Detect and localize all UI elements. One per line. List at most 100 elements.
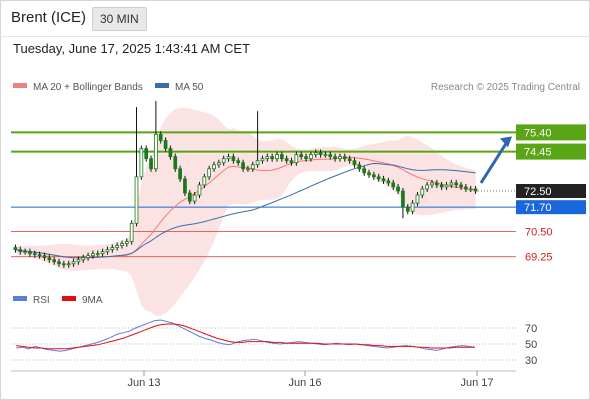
bearish-candle: [289, 160, 294, 164]
bullish-candle: [23, 251, 27, 254]
bullish-candle: [129, 222, 134, 242]
bearish-candle: [473, 188, 478, 192]
bullish-candle: [221, 158, 226, 164]
bullish-candle: [313, 152, 318, 156]
bearish-candle: [381, 178, 386, 182]
bullish-candle: [197, 184, 202, 196]
bullish-candle: [134, 176, 139, 224]
chart-header: Brent (ICE) 30 MIN: [0, 0, 590, 36]
pivot-tag: [516, 200, 586, 215]
timeframe-badge[interactable]: 30 MIN: [92, 7, 147, 31]
bullish-candle: [410, 202, 415, 212]
bearish-candle: [362, 168, 367, 174]
legend-rsi-swatch: [13, 296, 27, 301]
bullish-candle: [95, 253, 100, 256]
rsi-tick-70: 70: [525, 323, 537, 335]
rsi-tick-30: 30: [525, 355, 537, 367]
trend-arrow-head: [500, 136, 512, 148]
bearish-candle: [18, 249, 23, 253]
instrument-title: Brent (ICE): [11, 9, 87, 26]
legend-9ma-label: 9MA: [82, 295, 103, 306]
bearish-candle: [459, 184, 463, 188]
bearish-candle: [47, 257, 52, 261]
bullish-candle: [86, 255, 90, 259]
bearish-candle: [236, 160, 241, 164]
bearish-candle: [328, 154, 333, 158]
bullish-candle: [81, 257, 86, 261]
bearish-candle: [279, 154, 284, 160]
bullish-candle: [226, 156, 231, 160]
bullish-candle: [139, 148, 144, 178]
resistance-tag-74-45: [516, 143, 586, 160]
x-tick-label: Jun 17: [460, 377, 493, 389]
bearish-candle: [163, 140, 168, 149]
bearish-candle: [13, 247, 18, 251]
bullish-candle: [323, 154, 328, 157]
bullish-candle: [105, 249, 110, 253]
bearish-candle: [391, 182, 396, 188]
bullish-candle: [124, 241, 129, 244]
bullish-candle: [468, 188, 473, 191]
bearish-candle: [173, 156, 178, 170]
trend-arrow-shaft: [479, 139, 510, 184]
support-resistance-levels: [11, 131, 516, 258]
bearish-candle: [454, 182, 459, 186]
legend-ma50-label: MA 50: [175, 82, 204, 93]
last-price-tag: [516, 184, 586, 198]
bearish-candle: [376, 176, 381, 180]
support-label-70-50: 70.50: [525, 226, 553, 238]
bearish-candle: [37, 254, 42, 257]
bearish-candle: [158, 134, 163, 141]
bullish-candle: [100, 251, 105, 255]
bullish-candle: [275, 154, 279, 160]
bullish-candle: [449, 182, 454, 186]
bullish-candle: [154, 134, 158, 170]
bearish-candle: [367, 172, 371, 176]
legend-ma20-swatch: [13, 83, 27, 88]
bullish-candle: [202, 176, 207, 186]
bearish-candle: [231, 156, 236, 162]
rsi-tick-50: 50: [525, 339, 537, 351]
moving-averages: [15, 156, 476, 259]
bullish-candle: [294, 154, 299, 164]
bearish-candle: [347, 158, 352, 162]
bullish-candle: [309, 154, 313, 160]
bearish-candle: [318, 152, 323, 156]
bearish-candle: [52, 259, 57, 263]
bullish-candle: [255, 160, 260, 166]
datetime-label: Tuesday, June 17, 2025 1:43:41 AM CET: [13, 41, 251, 56]
bearish-candle: [333, 156, 337, 160]
bearish-candle: [241, 162, 245, 170]
resistance-tag-75-40: [516, 124, 586, 141]
bearish-candle: [183, 178, 187, 194]
bullish-candle: [430, 182, 434, 186]
bollinger-bands: [15, 107, 476, 316]
candlesticks: [13, 101, 512, 268]
bearish-candle: [57, 261, 61, 265]
bullish-candle: [425, 184, 429, 190]
bearish-candle: [386, 180, 391, 184]
level-tags: 75.40 74.45 72.50 71.70 70.50 69.25: [516, 124, 586, 264]
bullish-candle: [71, 261, 76, 265]
legend-9ma-swatch: [62, 296, 76, 301]
bearish-candle: [396, 186, 400, 192]
bearish-candle: [168, 148, 173, 158]
bearish-candle: [144, 148, 149, 160]
bearish-candle: [342, 156, 347, 160]
bullish-candle: [120, 243, 124, 246]
bullish-candle: [217, 162, 221, 166]
bullish-candle: [207, 168, 212, 178]
legend-ma20-label: MA 20 + Bollinger Bands: [33, 82, 143, 93]
bearish-candle: [405, 206, 410, 212]
bullish-candle: [260, 158, 265, 162]
9ma-line: [16, 323, 475, 350]
bearish-candle: [352, 160, 357, 166]
bearish-candle: [32, 253, 37, 256]
bearish-candle: [187, 192, 192, 202]
bearish-candle: [439, 184, 444, 188]
support-label-69-25: 69.25: [525, 252, 553, 264]
bearish-candle: [270, 156, 274, 160]
bearish-candle: [149, 158, 153, 170]
bearish-candle: [304, 156, 308, 160]
